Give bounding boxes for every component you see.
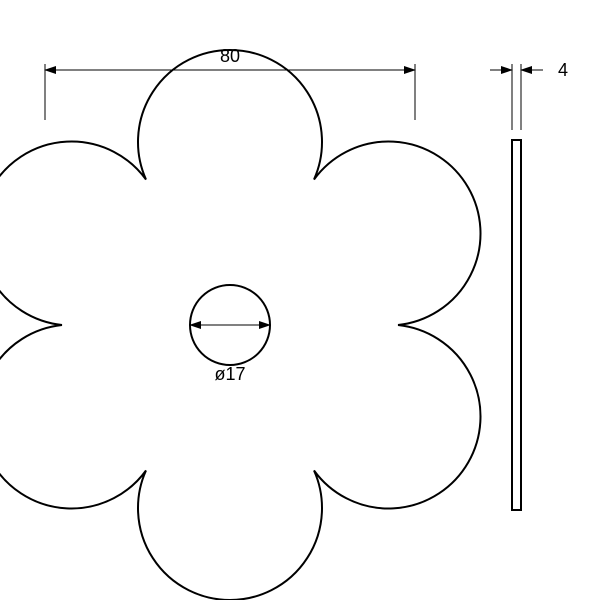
side-profile — [512, 140, 521, 510]
dim-width: 80 — [45, 46, 415, 120]
dim-thickness-label: 4 — [558, 60, 568, 80]
dim-hole-label: ø17 — [214, 364, 245, 384]
dim-thickness: 4 — [490, 60, 568, 130]
side-view — [512, 140, 521, 510]
dim-width-label: 80 — [220, 46, 240, 66]
technical-drawing: 80 4 ø17 — [0, 0, 600, 600]
